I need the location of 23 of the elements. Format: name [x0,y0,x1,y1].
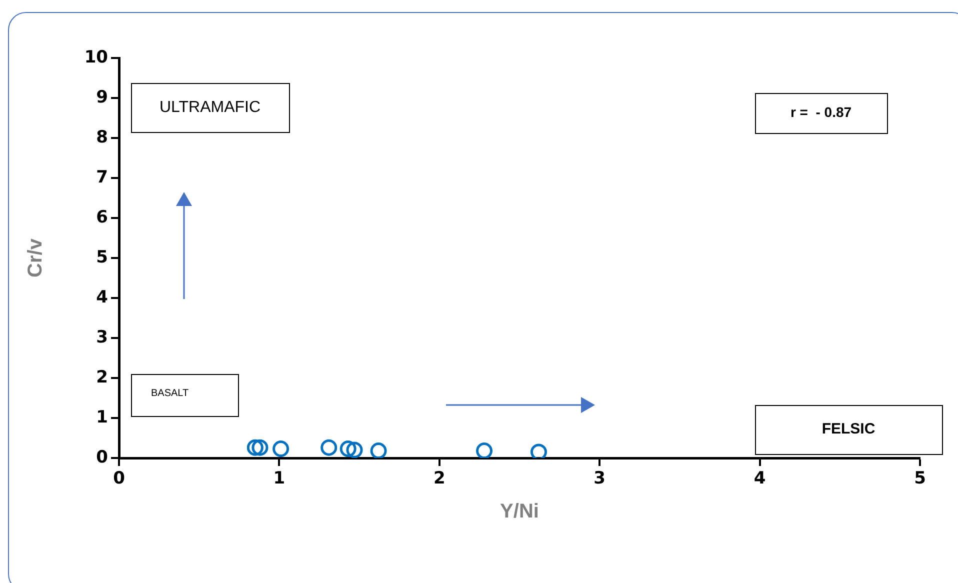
x-tick-label: 1 [273,468,286,489]
y-tick-label: 3 [96,327,108,348]
x-tick-label: 3 [594,468,606,489]
y-tick-label: 7 [96,167,108,188]
x-axis-title: Y/Ni [500,500,539,523]
y-tick-label: 4 [96,287,108,308]
annotation: r = - 0.87 [790,104,852,120]
y-tick-label: 6 [96,207,108,228]
x-tick-label: 5 [914,468,926,489]
annotation: BASALT [151,388,189,399]
annotation: FELSIC [822,420,876,438]
y-tick-label: 0 [96,447,108,468]
x-tick-label: 4 [754,468,766,489]
y-tick-label: 8 [96,127,108,148]
x-tick-label: 0 [113,468,126,489]
y-tick-label: 5 [96,247,108,268]
y-axis-title: Cr/v [24,238,47,278]
annotation: ULTRAMAFIC [159,98,261,116]
y-tick-label: 10 [84,47,108,68]
y-tick-label: 2 [96,367,108,388]
x-tick-label: 2 [433,468,446,489]
y-tick-label: 1 [96,407,108,428]
y-tick-label: 9 [96,87,108,108]
